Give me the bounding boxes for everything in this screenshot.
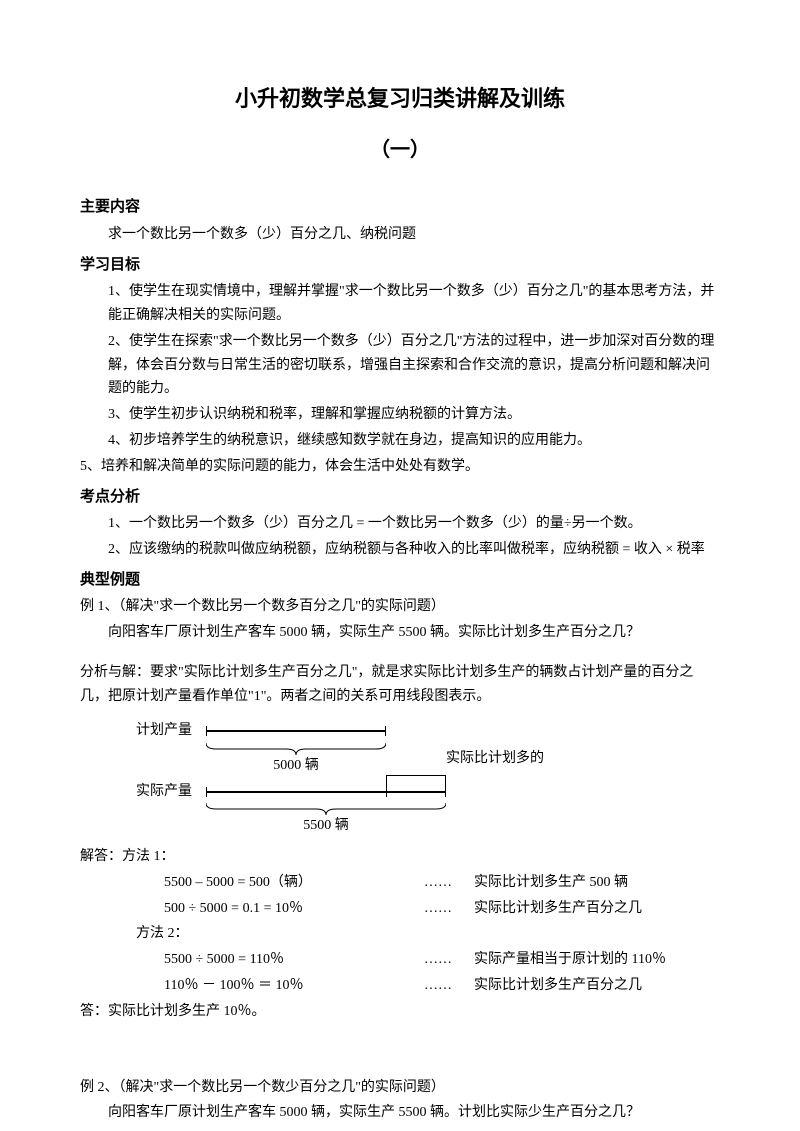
plan-value: 5000 辆: [206, 757, 386, 775]
extra-label: 实际比计划多的: [446, 750, 544, 768]
calc-comment: 实际比计划多生产百分之几: [474, 974, 720, 998]
study-goal-item: 4、初步培养学生的纳税意识，继续感知数学就在身边，提高知识的应用能力。: [80, 429, 720, 453]
main-content-heading: 主要内容: [80, 195, 720, 221]
line-diagram: 计划产量 5000 辆 实际比计划多的 实际产量: [136, 722, 720, 835]
study-goal-item: 5、培养和解决简单的实际问题的能力，体会生活中处处有数学。: [80, 455, 720, 479]
dots-icon: ……: [424, 871, 474, 895]
calc-row: 5500 – 5000 = 500（辆） …… 实际比计划多生产 500 辆: [80, 871, 720, 895]
study-goals-heading: 学习目标: [80, 253, 720, 279]
title-main: 小升初数学总复习归类讲解及训练: [80, 80, 720, 117]
example1-analysis: 分析与解：要求"实际比计划多生产百分之几"，就是求实际比计划多生产的辆数占计划产…: [80, 661, 720, 709]
calc-row: 110％ － 100％ ＝ 10％ …… 实际比计划多生产百分之几: [80, 974, 720, 998]
main-content-text: 求一个数比另一个数多（少）百分之几、纳税问题: [80, 223, 720, 247]
key-point-item: 1、一个数比另一个数多（少）百分之几 = 一个数比另一个数多（少）的量÷另一个数…: [80, 512, 720, 536]
calc-expr: 5500 ÷ 5000 = 110％: [164, 948, 424, 972]
example1-title: 例 1、（解决"求一个数比另一个数多百分之几"的实际问题）: [80, 595, 720, 619]
calc-row: 5500 ÷ 5000 = 110％ …… 实际产量相当于原计划的 110％: [80, 948, 720, 972]
answer-line: 答：实际比计划多生产 10％。: [80, 1000, 720, 1024]
calc-comment: 实际产量相当于原计划的 110％: [474, 948, 720, 972]
actual-value: 5500 辆: [206, 817, 446, 835]
calc-expr: 110％ － 100％ ＝ 10％: [164, 974, 424, 998]
example2-title: 例 2、（解决"求一个数比另一个数少百分之几"的实际问题）: [80, 1076, 720, 1100]
example1-problem: 向阳客车厂原计划生产客车 5000 辆，实际生产 5500 辆。实际比计划多生产…: [80, 621, 720, 645]
method2-label: 方法 2：: [80, 922, 720, 946]
calc-comment: 实际比计划多生产百分之几: [474, 897, 720, 921]
answer-prefix: 答：: [80, 1004, 108, 1019]
brace-icon: [206, 743, 386, 757]
examples-heading: 典型例题: [80, 568, 720, 594]
dots-icon: ……: [424, 897, 474, 921]
analysis-prefix: 分析与解：: [80, 665, 150, 680]
key-points-heading: 考点分析: [80, 485, 720, 511]
dots-icon: ……: [424, 948, 474, 972]
calc-row: 500 ÷ 5000 = 0.1 = 10％ …… 实际比计划多生产百分之几: [80, 897, 720, 921]
actual-label: 实际产量: [136, 783, 206, 801]
title-sub: （一）: [80, 133, 720, 167]
brace-icon: [206, 803, 446, 817]
calc-expr: 5500 – 5000 = 500（辆）: [164, 871, 424, 895]
study-goal-item: 3、使学生初步认识纳税和税率，理解和掌握应纳税额的计算方法。: [80, 403, 720, 427]
solve-line: 解答：方法 1：: [80, 845, 720, 869]
key-point-item: 2、应该缴纳的税款叫做应纳税额，应纳税额与各种收入的比率叫做税率，应纳税额 = …: [80, 538, 720, 562]
calc-expr: 500 ÷ 5000 = 0.1 = 10％: [164, 897, 424, 921]
study-goal-item: 2、使学生在探索"求一个数比另一个数多（少）百分之几"方法的过程中，进一步加深对…: [80, 330, 720, 401]
dots-icon: ……: [424, 974, 474, 998]
study-goal-item: 1、使学生在现实情境中，理解并掌握"求一个数比另一个数多（少）百分之几"的基本思…: [80, 280, 720, 328]
method1-label: 方法 1：: [122, 849, 175, 864]
calc-comment: 实际比计划多生产 500 辆: [474, 871, 720, 895]
analysis-text: 要求"实际比计划多生产百分之几"，就是求实际比计划多生产的辆数占计划产量的百分之…: [80, 665, 693, 704]
solve-prefix: 解答：: [80, 849, 122, 864]
plan-label: 计划产量: [136, 722, 206, 740]
answer-text: 实际比计划多生产 10％。: [108, 1004, 266, 1019]
example2-problem: 向阳客车厂原计划生产客车 5000 辆，实际生产 5500 辆。计划比实际少生产…: [80, 1101, 720, 1125]
